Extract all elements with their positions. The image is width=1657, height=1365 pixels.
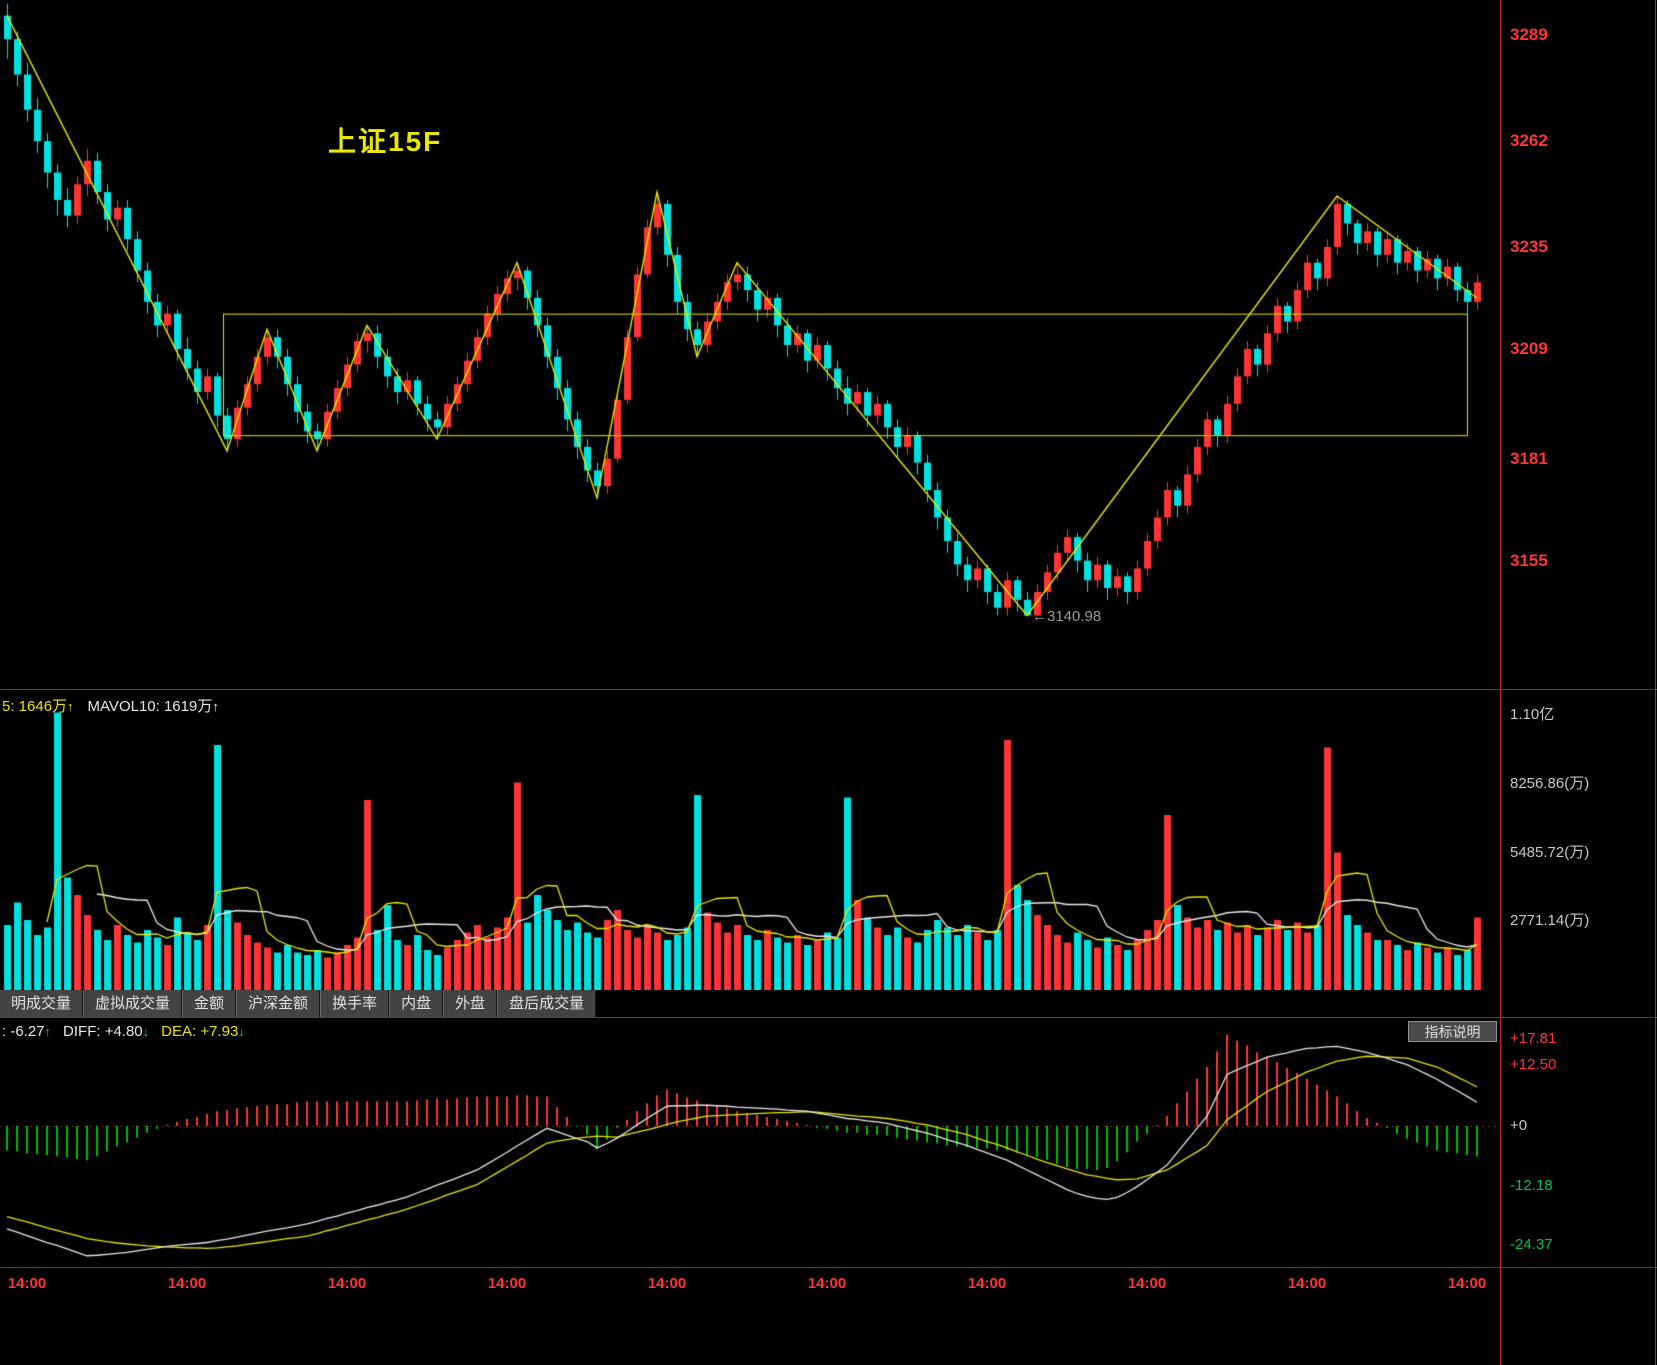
price-axis-label: 3289 <box>1510 25 1548 45</box>
tab-3[interactable]: 金额 <box>182 990 237 1017</box>
time-axis-label: 14:00 <box>487 1275 527 1292</box>
tab-8[interactable]: 盘后成交量 <box>497 990 597 1017</box>
macd-chart[interactable] <box>0 1018 1500 1268</box>
time-axis-label: 14:00 <box>967 1275 1007 1292</box>
volume-axis-label: 5485.72(万) <box>1510 843 1590 861</box>
price-axis-label: 3209 <box>1510 338 1548 358</box>
time-axis-label: 14:00 <box>7 1275 47 1292</box>
macd-arrow-icon: ↑ <box>44 1024 52 1039</box>
time-axis-label: 14:00 <box>327 1275 367 1292</box>
tab-7[interactable]: 外盘 <box>443 990 498 1017</box>
dea-arrow-icon: ↓ <box>238 1024 245 1039</box>
macd-axis-label: +12.50 <box>1510 1055 1557 1073</box>
time-axis-label: 14:00 <box>1287 1275 1327 1292</box>
volume-ma-readout: 5: 1646万↑ MAVOL10: 1619万↑ <box>2 695 219 716</box>
tab-4[interactable]: 沪深金额 <box>236 990 321 1017</box>
volume-axis-label: 2771.14(万) <box>1510 911 1590 929</box>
mavol10-label: MAVOL10: 1619万 <box>87 698 213 715</box>
volume-panel: 5: 1646万↑ MAVOL10: 1619万↑ <box>0 690 1500 990</box>
price-axis-label: 3235 <box>1510 236 1548 256</box>
panel-divider <box>0 1267 1657 1268</box>
time-axis-label: 14:00 <box>1127 1275 1167 1292</box>
macd-axis-label: -12.18 <box>1510 1176 1553 1194</box>
volume-chart[interactable] <box>0 690 1500 990</box>
tab-6[interactable]: 内盘 <box>389 990 444 1017</box>
time-axis-label: 14:00 <box>647 1275 687 1292</box>
price-axis-label: 3262 <box>1510 131 1548 151</box>
macd-value-label: : -6.27 <box>2 1023 45 1040</box>
macd-readout: : -6.27↑ DIFF: +4.80↓ DEA: +7.93↓ <box>2 1023 245 1040</box>
diff-value-label: DIFF: +4.80 <box>63 1023 143 1040</box>
macd-axis-label: +0 <box>1510 1116 1528 1134</box>
axis-divider-line <box>1500 0 1501 1365</box>
panel-divider <box>0 1017 1657 1018</box>
mavol5-label: 5: 1646万 <box>2 698 68 715</box>
time-axis: 14:00 14:00 14:00 14:00 14:00 14:00 14:00 14:00… <box>0 1268 1657 1365</box>
price-axis-label: 3181 <box>1510 448 1548 468</box>
time-axis-label: 14:00 <box>1447 1275 1487 1292</box>
tab-2[interactable]: 虚拟成交量 <box>83 990 183 1017</box>
time-axis-label: 14:00 <box>167 1275 207 1292</box>
mavol5-arrow-icon: ↑ <box>67 699 74 714</box>
dea-value-label: DEA: +7.93 <box>161 1023 239 1040</box>
price-axis-label: 3155 <box>1510 550 1548 570</box>
indicator-tab-bar: 明成交量 虚拟成交量 金额 沪深金额 换手率 内盘 外盘 盘后成交量 <box>0 990 1500 1017</box>
volume-axis-label: 1.10亿 <box>1510 705 1555 723</box>
right-border-line <box>1655 0 1656 1365</box>
min-price-annotation: ←3140.98 <box>1032 608 1102 625</box>
volume-axis-label: 8256.86(万) <box>1510 774 1590 792</box>
candlestick-chart[interactable] <box>0 0 1500 690</box>
diff-arrow-icon: ↓ <box>142 1024 150 1039</box>
tab-5[interactable]: 换手率 <box>320 990 390 1017</box>
indicator-help-button[interactable]: 指标说明 <box>1408 1021 1497 1042</box>
macd-axis-label: -24.37 <box>1510 1236 1553 1254</box>
panel-divider <box>0 689 1657 690</box>
time-axis-label: 14:00 <box>807 1275 847 1292</box>
price-panel: 上证15F ←3140.98 <box>0 0 1500 690</box>
mavol10-arrow-icon: ↑ <box>212 699 219 714</box>
macd-panel: : -6.27↑ DIFF: +4.80↓ DEA: +7.93↓ 指标说明 <box>0 1018 1500 1268</box>
macd-axis-label: +17.81 <box>1510 1029 1557 1047</box>
right-axis-column: 3289 3262 3235 3209 3181 3155 1.10亿 8256.86(万) 5… <box>1500 0 1657 1365</box>
tab-1[interactable]: 明成交量 <box>0 990 84 1017</box>
chart-title: 上证15F <box>328 126 443 157</box>
